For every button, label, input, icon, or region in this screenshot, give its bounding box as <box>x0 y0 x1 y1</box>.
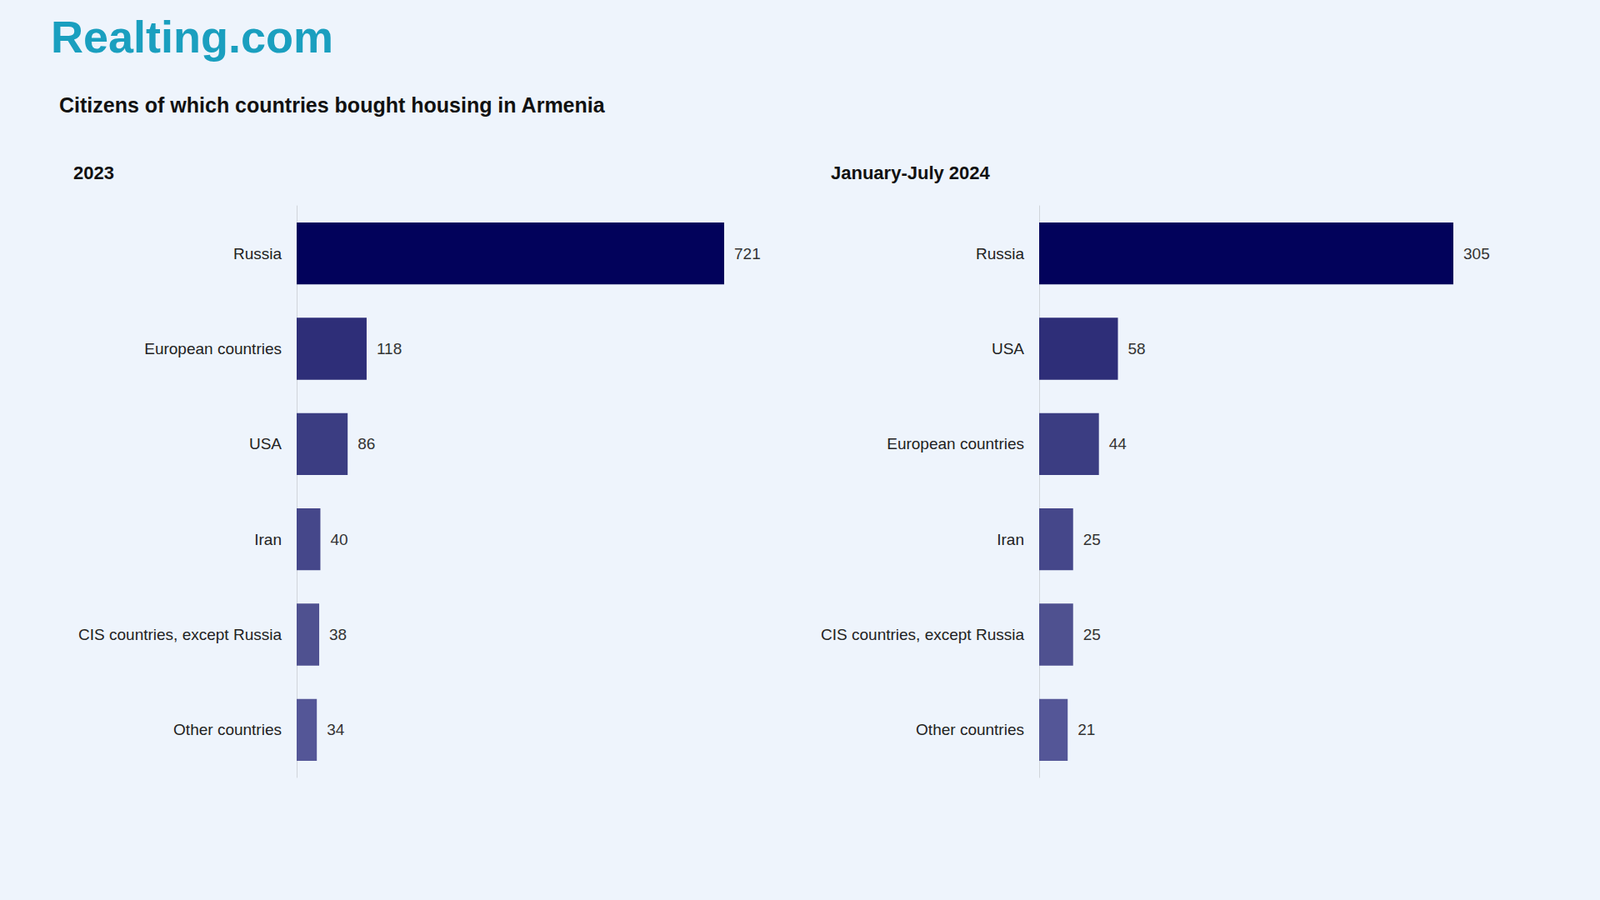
svg-text:Realting.com: Realting.com <box>50 11 334 62</box>
svg-text:58: 58 <box>1128 340 1146 358</box>
svg-text:25: 25 <box>1083 530 1101 549</box>
svg-text:Iran: Iran <box>254 530 282 549</box>
svg-text:40: 40 <box>330 530 348 549</box>
svg-text:January-July 2024: January-July 2024 <box>830 162 991 184</box>
svg-text:305: 305 <box>1463 245 1490 263</box>
svg-text:2023: 2023 <box>73 162 115 184</box>
svg-text:21: 21 <box>1077 720 1095 739</box>
svg-text:CIS countries, except Russia: CIS countries, except Russia <box>78 625 282 644</box>
svg-text:118: 118 <box>376 340 402 358</box>
svg-text:Russia: Russia <box>233 245 283 263</box>
svg-text:European countries: European countries <box>144 340 282 358</box>
svg-text:Other countries: Other countries <box>915 720 1025 739</box>
svg-text:44: 44 <box>1109 435 1128 453</box>
svg-text:34: 34 <box>326 720 345 739</box>
svg-text:86: 86 <box>357 435 375 453</box>
svg-text:Iran: Iran <box>996 530 1025 549</box>
svg-text:38: 38 <box>329 625 347 644</box>
svg-text:Other countries: Other countries <box>173 720 282 739</box>
svg-text:USA: USA <box>249 435 282 453</box>
svg-text:Citizens of which countries bo: Citizens of which countries bought housi… <box>59 93 606 117</box>
svg-text:Russia: Russia <box>975 245 1025 263</box>
svg-text:USA: USA <box>991 340 1025 358</box>
svg-text:25: 25 <box>1083 625 1101 644</box>
svg-text:European countries: European countries <box>886 435 1025 453</box>
svg-text:CIS countries, except Russia: CIS countries, except Russia <box>820 625 1025 644</box>
svg-text:721: 721 <box>734 245 761 263</box>
